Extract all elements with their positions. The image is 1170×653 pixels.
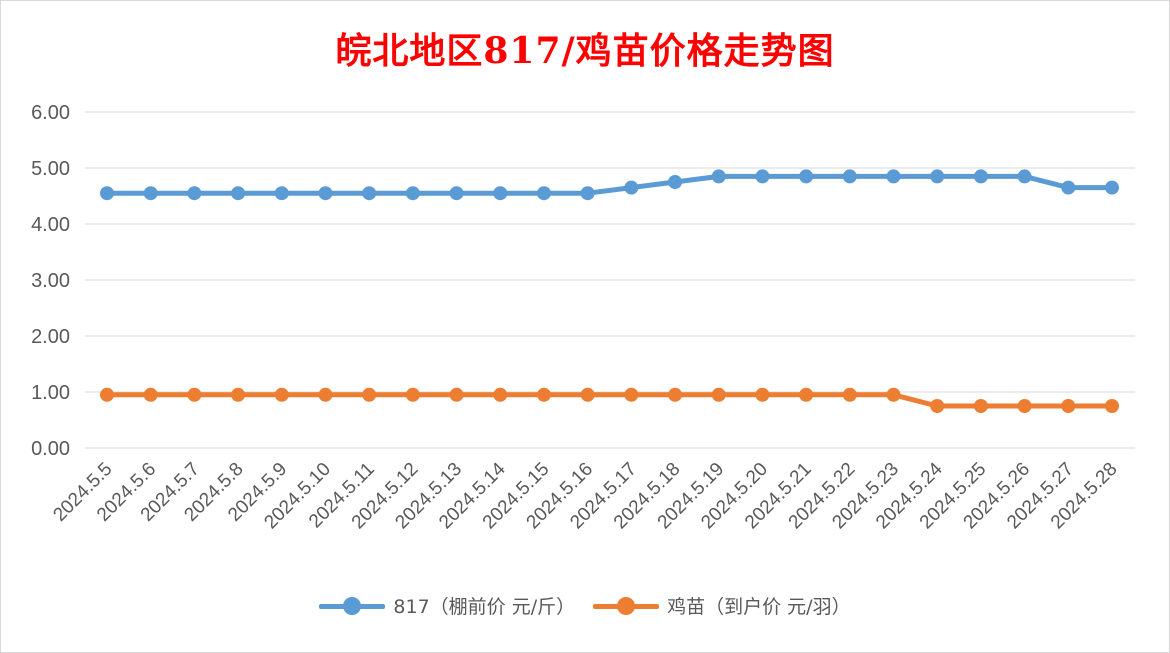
data-point[interactable] xyxy=(973,169,988,184)
data-point[interactable] xyxy=(668,387,683,402)
data-point[interactable] xyxy=(1105,399,1119,413)
data-point[interactable] xyxy=(886,387,901,402)
legend-label-series-2: 鸡苗（到户价 元/羽） xyxy=(667,596,851,618)
data-point[interactable] xyxy=(362,186,377,201)
y-tick-label: 2.00 xyxy=(31,326,70,348)
data-point[interactable] xyxy=(711,169,726,184)
data-point[interactable] xyxy=(799,169,814,184)
legend-item-series-2[interactable]: 鸡苗（到户价 元/羽） xyxy=(593,592,851,619)
data-point[interactable] xyxy=(231,387,246,402)
data-point[interactable] xyxy=(580,186,595,201)
chart-title: 皖北地区817/鸡苗价格走势图 xyxy=(335,30,835,72)
data-point[interactable] xyxy=(624,180,639,195)
data-point[interactable] xyxy=(930,169,945,184)
data-point[interactable] xyxy=(1105,180,1119,195)
data-point[interactable] xyxy=(842,169,857,184)
data-point[interactable] xyxy=(318,387,333,402)
data-point[interactable] xyxy=(755,387,770,402)
data-point[interactable] xyxy=(799,387,814,402)
y-tick-label: 0.00 xyxy=(31,438,70,460)
data-point[interactable] xyxy=(493,387,508,402)
y-tick-label: 3.00 xyxy=(31,270,70,292)
data-point[interactable] xyxy=(187,387,202,402)
legend-swatch-series-2 xyxy=(593,596,660,616)
y-tick-label: 4.00 xyxy=(31,214,70,236)
data-point[interactable] xyxy=(405,387,420,402)
data-point[interactable] xyxy=(231,186,246,201)
legend-swatch-series-1 xyxy=(319,596,386,616)
legend-label-series-1: 817（棚前价 元/斤） xyxy=(393,596,576,618)
data-point[interactable] xyxy=(1017,399,1032,413)
data-point[interactable] xyxy=(274,387,289,402)
data-point[interactable] xyxy=(536,387,551,402)
data-point[interactable] xyxy=(580,387,595,402)
data-point[interactable] xyxy=(493,186,508,201)
series-line-2 xyxy=(104,392,1115,409)
data-point[interactable] xyxy=(755,169,770,184)
data-point[interactable] xyxy=(886,169,901,184)
data-point[interactable] xyxy=(449,387,464,402)
y-tick-label: 1.00 xyxy=(31,382,70,404)
data-point[interactable] xyxy=(668,175,683,189)
data-point[interactable] xyxy=(711,387,726,402)
series-1 xyxy=(100,169,1119,201)
data-point[interactable] xyxy=(1061,180,1076,195)
data-point[interactable] xyxy=(1017,169,1032,184)
data-point[interactable] xyxy=(143,387,158,402)
legend-item-series-1[interactable]: 817（棚前价 元/斤） xyxy=(319,592,575,619)
data-point[interactable] xyxy=(449,186,464,201)
data-point[interactable] xyxy=(536,186,551,201)
data-point[interactable] xyxy=(842,387,857,402)
data-point[interactable] xyxy=(362,387,377,402)
data-point[interactable] xyxy=(1061,399,1076,413)
data-point[interactable] xyxy=(318,186,333,201)
series-2 xyxy=(100,387,1119,413)
data-point[interactable] xyxy=(405,186,420,201)
data-point[interactable] xyxy=(187,186,202,201)
data-point[interactable] xyxy=(624,387,639,402)
y-tick-label: 6.00 xyxy=(31,102,70,124)
data-point[interactable] xyxy=(100,186,114,201)
data-point[interactable] xyxy=(100,387,114,402)
series-line-1 xyxy=(104,173,1115,196)
chart-legend: 817（棚前价 元/斤） 鸡苗（到户价 元/羽） xyxy=(0,592,1170,619)
data-point[interactable] xyxy=(930,399,945,413)
y-tick-label: 5.00 xyxy=(31,158,70,180)
data-point[interactable] xyxy=(973,399,988,413)
data-point[interactable] xyxy=(274,186,289,201)
data-point[interactable] xyxy=(143,186,158,201)
